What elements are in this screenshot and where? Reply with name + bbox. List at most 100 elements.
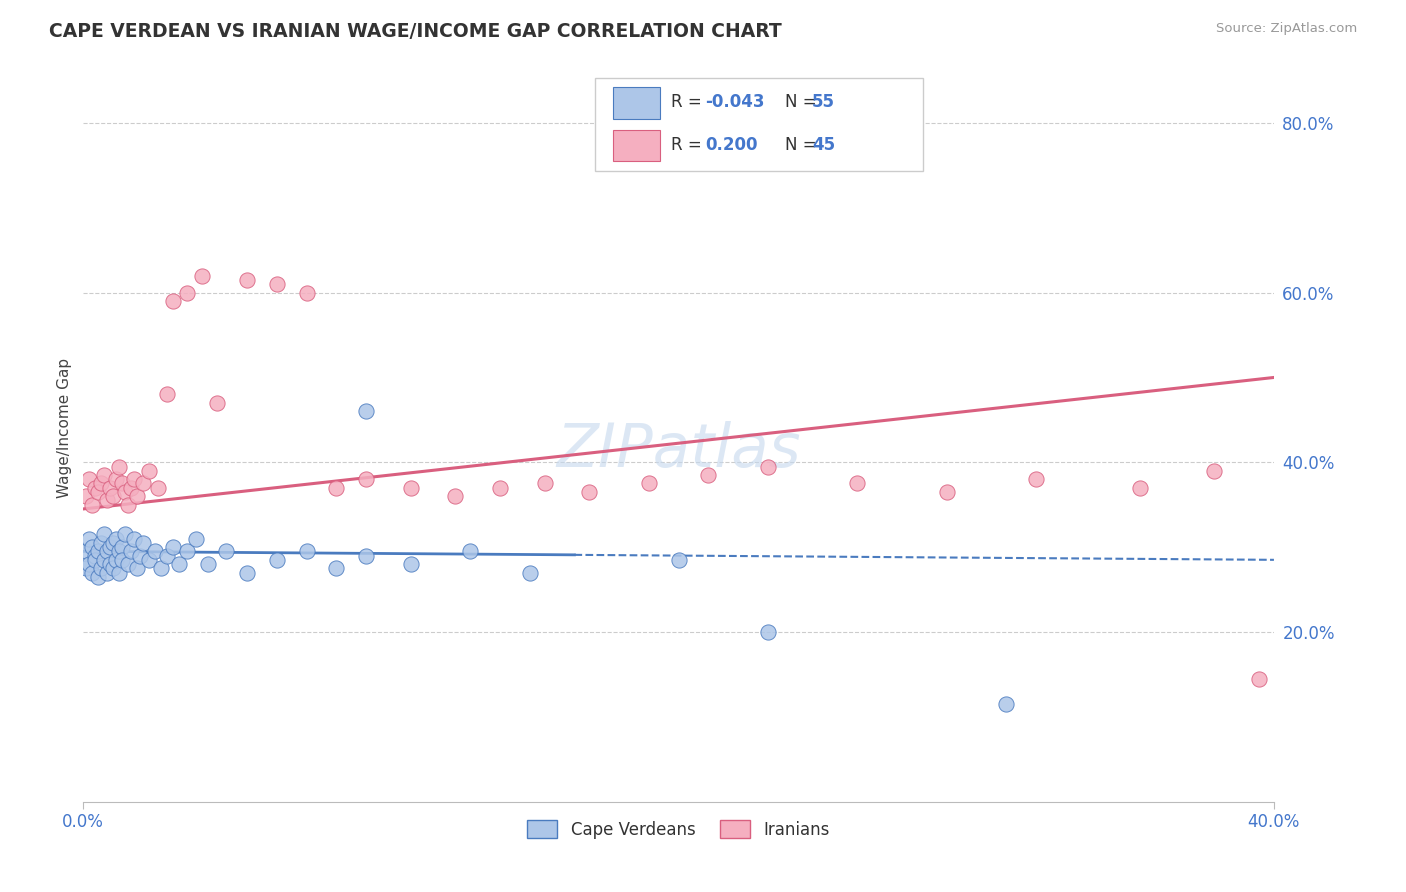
Point xyxy=(167,557,190,571)
Point xyxy=(111,553,134,567)
Point xyxy=(114,527,136,541)
Point xyxy=(90,536,112,550)
Text: N =: N = xyxy=(785,93,821,112)
Point xyxy=(236,566,259,580)
Point xyxy=(266,277,288,292)
Point xyxy=(82,498,104,512)
Point xyxy=(149,561,172,575)
Point xyxy=(995,697,1018,711)
Text: R =: R = xyxy=(672,136,713,153)
Point xyxy=(117,557,139,571)
Point xyxy=(105,553,128,567)
Point xyxy=(236,273,259,287)
Point xyxy=(162,540,184,554)
Point xyxy=(444,489,467,503)
Point xyxy=(578,485,600,500)
Point xyxy=(98,557,121,571)
FancyBboxPatch shape xyxy=(595,78,922,171)
Text: N =: N = xyxy=(785,136,821,153)
Point xyxy=(143,544,166,558)
Point xyxy=(84,481,107,495)
Point xyxy=(156,387,179,401)
Point xyxy=(96,544,118,558)
Point xyxy=(105,472,128,486)
Point xyxy=(128,549,150,563)
Point xyxy=(266,553,288,567)
Point xyxy=(101,489,124,503)
Point xyxy=(197,557,219,571)
Point xyxy=(132,476,155,491)
Point xyxy=(111,476,134,491)
Point xyxy=(162,294,184,309)
Point xyxy=(533,476,555,491)
Point xyxy=(75,489,97,503)
Point xyxy=(756,624,779,639)
Point xyxy=(846,476,869,491)
Point xyxy=(668,553,690,567)
Point xyxy=(399,557,422,571)
Point xyxy=(125,561,148,575)
Point xyxy=(354,472,377,486)
Point xyxy=(325,481,347,495)
Point xyxy=(191,268,214,283)
Point xyxy=(108,544,131,558)
Point xyxy=(697,468,720,483)
FancyBboxPatch shape xyxy=(613,129,659,161)
Point xyxy=(105,532,128,546)
Y-axis label: Wage/Income Gap: Wage/Income Gap xyxy=(58,359,72,499)
Point xyxy=(87,570,110,584)
Point xyxy=(75,544,97,558)
Point xyxy=(125,489,148,503)
Point xyxy=(101,561,124,575)
Legend: Cape Verdeans, Iranians: Cape Verdeans, Iranians xyxy=(520,814,837,846)
Point xyxy=(87,485,110,500)
Text: CAPE VERDEAN VS IRANIAN WAGE/INCOME GAP CORRELATION CHART: CAPE VERDEAN VS IRANIAN WAGE/INCOME GAP … xyxy=(49,22,782,41)
Point xyxy=(458,544,481,558)
Point xyxy=(77,472,100,486)
Point xyxy=(84,549,107,563)
Point xyxy=(399,481,422,495)
Point xyxy=(295,544,318,558)
Point xyxy=(93,468,115,483)
Point xyxy=(108,566,131,580)
Point xyxy=(756,459,779,474)
FancyBboxPatch shape xyxy=(613,87,659,119)
Point xyxy=(93,553,115,567)
Point xyxy=(93,527,115,541)
Point xyxy=(1129,481,1152,495)
Point xyxy=(117,498,139,512)
Point xyxy=(176,544,198,558)
Point xyxy=(120,544,142,558)
Point xyxy=(82,540,104,554)
Point xyxy=(489,481,512,495)
Point xyxy=(114,485,136,500)
Text: R =: R = xyxy=(672,93,707,112)
Point xyxy=(120,481,142,495)
Text: 55: 55 xyxy=(811,93,835,112)
Point xyxy=(354,549,377,563)
Point xyxy=(186,532,208,546)
Point xyxy=(132,536,155,550)
Point xyxy=(101,536,124,550)
Point xyxy=(156,549,179,563)
Text: 45: 45 xyxy=(811,136,835,153)
Point xyxy=(87,544,110,558)
Point xyxy=(75,561,97,575)
Point xyxy=(96,493,118,508)
Point xyxy=(77,557,100,571)
Text: ZIPatlas: ZIPatlas xyxy=(557,421,801,480)
Point xyxy=(111,540,134,554)
Point xyxy=(354,404,377,418)
Point xyxy=(935,485,957,500)
Text: 0.200: 0.200 xyxy=(704,136,758,153)
Point xyxy=(98,540,121,554)
Text: -0.043: -0.043 xyxy=(704,93,765,112)
Point xyxy=(96,566,118,580)
Point xyxy=(138,464,160,478)
Point xyxy=(146,481,169,495)
Point xyxy=(122,532,145,546)
Point xyxy=(207,396,229,410)
Point xyxy=(1204,464,1226,478)
Text: Source: ZipAtlas.com: Source: ZipAtlas.com xyxy=(1216,22,1357,36)
Point xyxy=(215,544,238,558)
